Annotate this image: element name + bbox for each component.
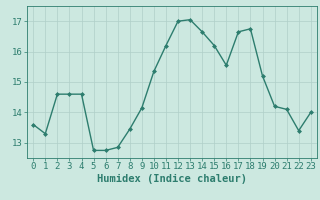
X-axis label: Humidex (Indice chaleur): Humidex (Indice chaleur) (97, 174, 247, 184)
